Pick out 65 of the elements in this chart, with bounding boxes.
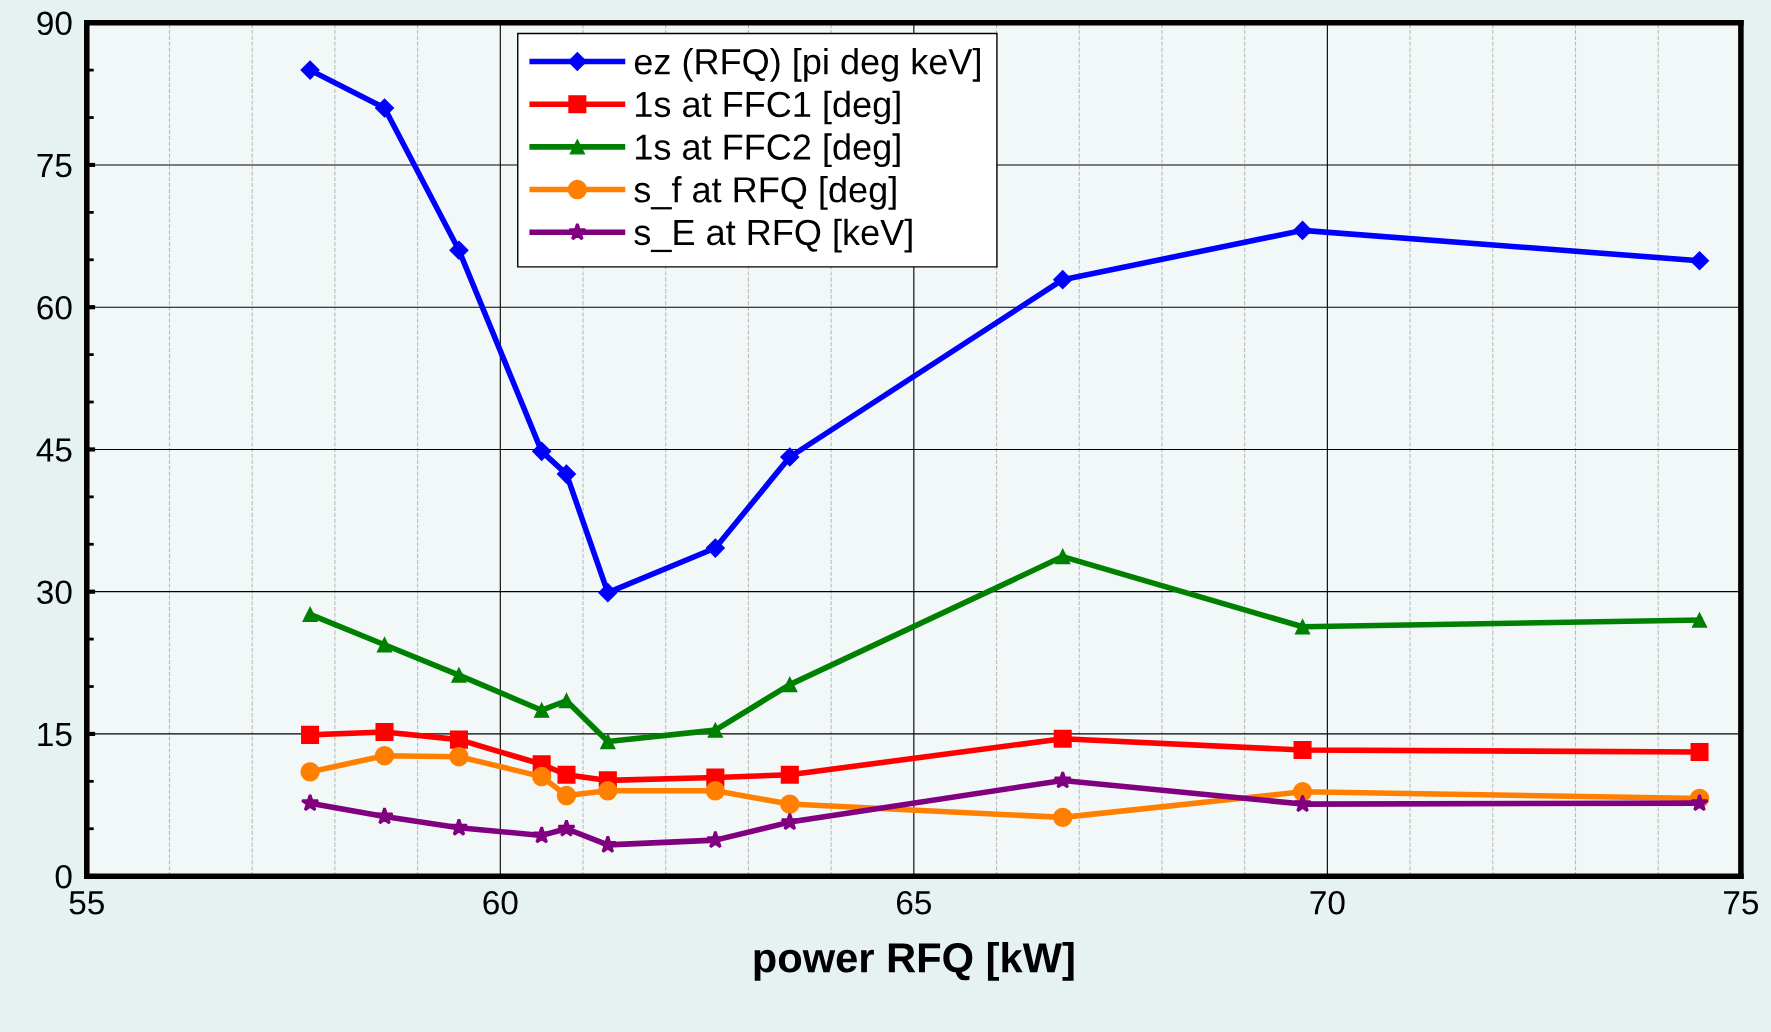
- point: [556, 464, 577, 484]
- point: [374, 746, 395, 766]
- x-tick-label: 60: [483, 890, 518, 915]
- point: [449, 240, 469, 260]
- x-tick-label: 70: [1310, 890, 1345, 915]
- point: [449, 746, 469, 767]
- legend-label: 1s at FFC2 [deg]: [636, 133, 900, 168]
- y-tick-label: 75: [37, 154, 72, 178]
- legend-label: 1s at FFC1 [deg]: [636, 90, 900, 125]
- y-tick-label: 30: [37, 580, 72, 605]
- point: [301, 725, 320, 744]
- legend-label: ez (RFQ) [pi deg keV]: [634, 47, 980, 82]
- point: [1293, 794, 1312, 813]
- point: [534, 702, 550, 718]
- point: [598, 583, 618, 603]
- point: [449, 730, 468, 749]
- point: [598, 781, 618, 801]
- point: [375, 722, 394, 742]
- point: [1294, 619, 1311, 635]
- point: [556, 785, 577, 806]
- point: [705, 538, 725, 558]
- x-tick-label: 65: [896, 890, 931, 915]
- x-axis-title: power RFQ [kW]: [754, 941, 1074, 981]
- point: [557, 819, 576, 837]
- point: [600, 733, 616, 750]
- point: [1052, 807, 1073, 828]
- point: [451, 667, 467, 683]
- point: [374, 98, 395, 118]
- point: [302, 606, 318, 623]
- legend-label: s_f at RFQ [deg]: [634, 176, 896, 210]
- point: [1690, 742, 1709, 761]
- point: [300, 762, 320, 782]
- point: [598, 835, 618, 854]
- point: [780, 765, 799, 784]
- y-tick-label: 45: [36, 438, 72, 462]
- point: [300, 60, 320, 80]
- point: [375, 806, 394, 825]
- point: [1053, 729, 1072, 748]
- point: [449, 818, 469, 836]
- point: [300, 793, 320, 812]
- point: [782, 676, 798, 693]
- y-tick-label: 60: [37, 295, 72, 320]
- point: [1293, 741, 1312, 760]
- point: [1055, 548, 1071, 565]
- point: [1053, 770, 1073, 789]
- point: [707, 722, 723, 738]
- point: [780, 447, 800, 467]
- x-tick-label: 75: [1724, 891, 1759, 915]
- point: [1690, 251, 1710, 271]
- legend-label: s_E at RFQ [keV]: [634, 218, 912, 253]
- point: [780, 812, 800, 831]
- point: [1690, 793, 1709, 812]
- point: [531, 766, 552, 787]
- y-tick-label: 0: [55, 864, 72, 889]
- point: [532, 441, 552, 461]
- point: [376, 637, 393, 653]
- point: [1691, 612, 1708, 628]
- x-tick-label: 55: [69, 891, 104, 915]
- y-tick-label: 15: [38, 723, 72, 747]
- point: [557, 765, 576, 784]
- point: [780, 794, 800, 814]
- point: [705, 781, 726, 801]
- y-tick-label: 90: [37, 11, 72, 36]
- point: [1053, 270, 1073, 290]
- point: [1293, 220, 1313, 240]
